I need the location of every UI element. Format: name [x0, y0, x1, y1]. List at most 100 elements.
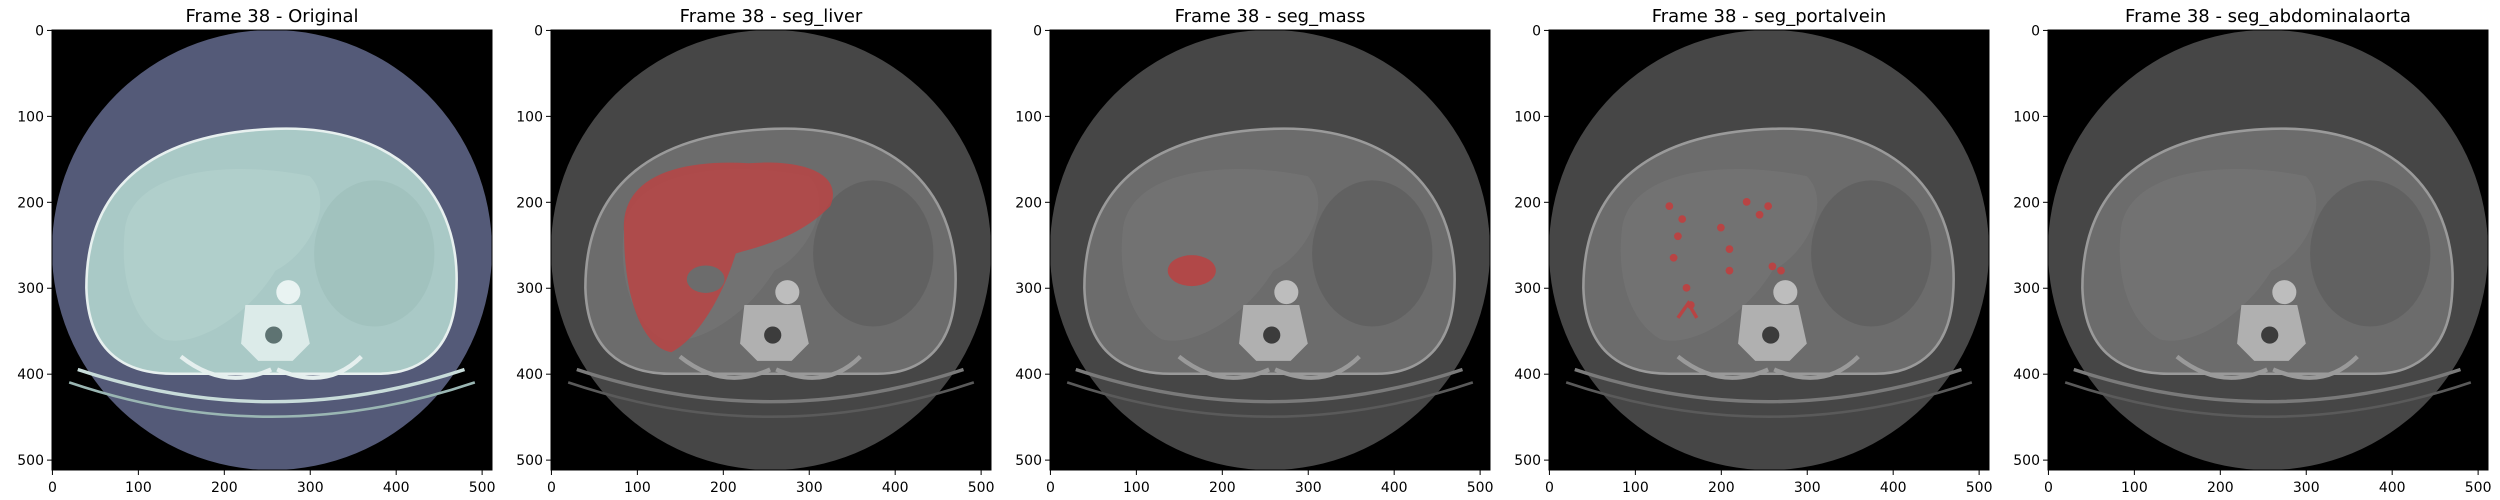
scanner-table: [1075, 367, 1464, 404]
x-tick-label: 0: [1046, 480, 1055, 496]
y-tick-label: 200: [516, 195, 543, 211]
x-tick-label: 0: [48, 480, 57, 496]
liver-region: [2119, 169, 2317, 341]
portalvein-segmentation: [1725, 245, 1734, 254]
y-tick-label: 100: [2013, 109, 2040, 125]
y-tick-label: 300: [1514, 281, 1541, 297]
spinal-canal: [2261, 326, 2279, 344]
x-tick-label: 100: [2121, 480, 2148, 496]
x-tick-label: 500: [2465, 480, 2492, 496]
y-tick-label: 500: [1015, 453, 1042, 469]
x-tick-label: 400: [1381, 480, 1408, 496]
stomach-region: [1811, 180, 1932, 327]
x-tick-label: 0: [1545, 480, 1554, 496]
panel-liver: Frame 38 - seg_liver 0 0 100 100 200 200 300 300…: [516, 6, 994, 496]
ct-image: [1050, 30, 1490, 470]
portalvein-segmentation: [1665, 202, 1674, 211]
y-tick-label: 500: [1514, 453, 1541, 469]
x-tick-label: 400: [383, 480, 410, 496]
x-tick-label: 200: [2207, 480, 2234, 496]
x-tick-label: 100: [125, 480, 152, 496]
x-tick-label: 300: [1794, 480, 1821, 496]
mass-segmentation: [1167, 255, 1216, 287]
stomach-region: [813, 180, 934, 327]
liver-segmentation: [623, 162, 833, 353]
spinal-canal: [764, 326, 782, 344]
portalvein-branch: [1676, 300, 1699, 319]
y-tick-label: 400: [1514, 367, 1541, 383]
axes-frame: [1049, 29, 1491, 471]
y-tick-label: 200: [17, 195, 44, 211]
liver-hole: [686, 265, 725, 293]
portalvein-segmentation: [1678, 215, 1687, 223]
portalvein-segmentation: [1682, 283, 1691, 292]
x-tick-label: 300: [1295, 480, 1322, 496]
y-tick-label: 200: [2013, 195, 2040, 211]
scanner-table-edge: [68, 381, 476, 418]
y-tick-label: 300: [1015, 281, 1042, 297]
panel-original: Frame 38 - Original 0 0 100 100 200 200 300 300 4…: [17, 6, 495, 496]
panel-title: Frame 38 - seg_mass: [1175, 6, 1366, 27]
axes-frame: [1548, 29, 1990, 471]
y-tick-label: 0: [534, 23, 543, 39]
panel-title: Frame 38 - seg_abdominalaorta: [2125, 6, 2411, 27]
scanner-table: [1574, 367, 1963, 404]
x-tick-label: 100: [1622, 480, 1649, 496]
y-tick-label: 100: [17, 109, 44, 125]
ct-image: [52, 30, 492, 470]
axes-frame: [51, 29, 493, 471]
x-tick-label: 500: [1467, 480, 1494, 496]
y-tick-label: 400: [17, 367, 44, 383]
aorta: [276, 280, 301, 305]
x-tick-label: 500: [968, 480, 995, 496]
x-tick-label: 200: [1708, 480, 1735, 496]
scanner-table: [77, 367, 466, 404]
scanner-table-edge: [1565, 381, 1973, 418]
panel-title: Frame 38 - seg_liver: [680, 6, 863, 27]
y-tick-label: 0: [1033, 23, 1042, 39]
aorta: [1274, 280, 1299, 305]
y-tick-label: 400: [1015, 367, 1042, 383]
scanner-table-edge: [567, 381, 975, 418]
liver-region: [123, 169, 321, 341]
portalvein-segmentation: [1768, 262, 1777, 271]
x-tick-label: 200: [710, 480, 737, 496]
x-tick-label: 100: [1123, 480, 1150, 496]
portalvein-segmentation: [1674, 232, 1682, 241]
y-tick-label: 500: [2013, 453, 2040, 469]
panel-title: Frame 38 - Original: [185, 6, 358, 27]
x-tick-label: 300: [796, 480, 823, 496]
x-tick-label: 0: [2044, 480, 2053, 496]
y-tick-label: 200: [1015, 195, 1042, 211]
y-tick-label: 500: [17, 453, 44, 469]
liver-region: [1121, 169, 1319, 341]
portalvein-segmentation: [1725, 266, 1734, 275]
scanner-table-edge: [2064, 381, 2472, 418]
x-tick-label: 400: [2379, 480, 2406, 496]
aorta: [2272, 280, 2297, 305]
y-tick-label: 100: [516, 109, 543, 125]
ct-image: [2048, 30, 2488, 470]
portalvein-segmentation: [1742, 198, 1751, 206]
axes-frame: [550, 29, 992, 471]
portalvein-segmentation: [1669, 253, 1678, 262]
y-tick-label: 300: [516, 281, 543, 297]
x-tick-label: 200: [1209, 480, 1236, 496]
x-tick-label: 200: [211, 480, 238, 496]
y-tick-label: 400: [2013, 367, 2040, 383]
aorta: [775, 280, 800, 305]
ribs: [678, 354, 862, 380]
ct-image: [551, 30, 991, 470]
y-tick-label: 0: [2031, 23, 2040, 39]
y-tick-label: 400: [516, 367, 543, 383]
portalvein-segmentation: [1777, 266, 1785, 275]
axes-frame: [2047, 29, 2489, 471]
y-tick-label: 500: [516, 453, 543, 469]
portalvein-segmentation: [1717, 223, 1725, 232]
liver-region: [1620, 169, 1818, 341]
ribs: [1177, 354, 1361, 380]
stomach-region: [1312, 180, 1433, 327]
ribs: [2175, 354, 2359, 380]
x-tick-label: 500: [469, 480, 496, 496]
